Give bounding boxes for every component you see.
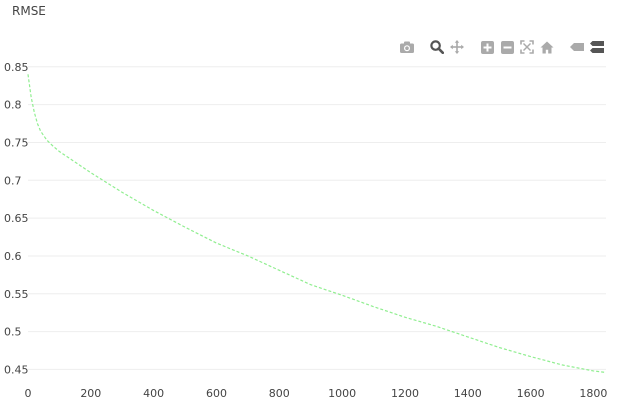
chart-modebar (395, 38, 605, 56)
y-tick-label: 0.75 (4, 136, 29, 149)
x-tick-label: 600 (206, 387, 227, 400)
x-tick-label: 0 (25, 387, 32, 400)
series-line-layer (27, 74, 607, 374)
chart-title: RMSE (12, 4, 46, 18)
x-tick-label: 1000 (328, 387, 356, 400)
zoom-in-icon[interactable] (479, 39, 495, 55)
y-axis-tick-labels: 0.45 0.5 0.55 0.6 0.65 0.7 0.75 0.8 0.85 (4, 61, 29, 377)
zoom-icon[interactable] (429, 39, 445, 55)
autoscale-icon[interactable] (519, 39, 535, 55)
y-tick-label: 0.55 (4, 288, 29, 301)
zoom-out-icon[interactable] (499, 39, 515, 55)
y-tick-label: 0.8 (4, 99, 22, 112)
grid-lines (28, 66, 606, 370)
y-tick-label: 0.85 (4, 61, 29, 74)
x-tick-label: 200 (80, 387, 101, 400)
hover-closest-icon[interactable] (569, 39, 585, 55)
y-tick-label: 0.45 (4, 363, 29, 376)
pan-icon[interactable] (449, 39, 465, 55)
hover-compare-icon[interactable] (589, 39, 605, 55)
series-line[interactable] (27, 74, 607, 374)
reset-axes-icon[interactable] (539, 39, 555, 55)
camera-icon[interactable] (399, 39, 415, 55)
x-tick-label: 1400 (454, 387, 482, 400)
y-tick-label: 0.5 (4, 326, 22, 339)
y-tick-label: 0.65 (4, 212, 29, 225)
x-tick-label: 800 (269, 387, 290, 400)
x-tick-label: 1800 (579, 387, 607, 400)
y-tick-label: 0.6 (4, 250, 22, 263)
x-axis-tick-labels: 0 200 400 600 800 1000 1200 1400 1600 1800 (25, 387, 608, 400)
y-tick-label: 0.7 (4, 174, 22, 187)
x-tick-label: 1600 (517, 387, 545, 400)
x-tick-label: 1200 (391, 387, 419, 400)
x-tick-label: 400 (143, 387, 164, 400)
